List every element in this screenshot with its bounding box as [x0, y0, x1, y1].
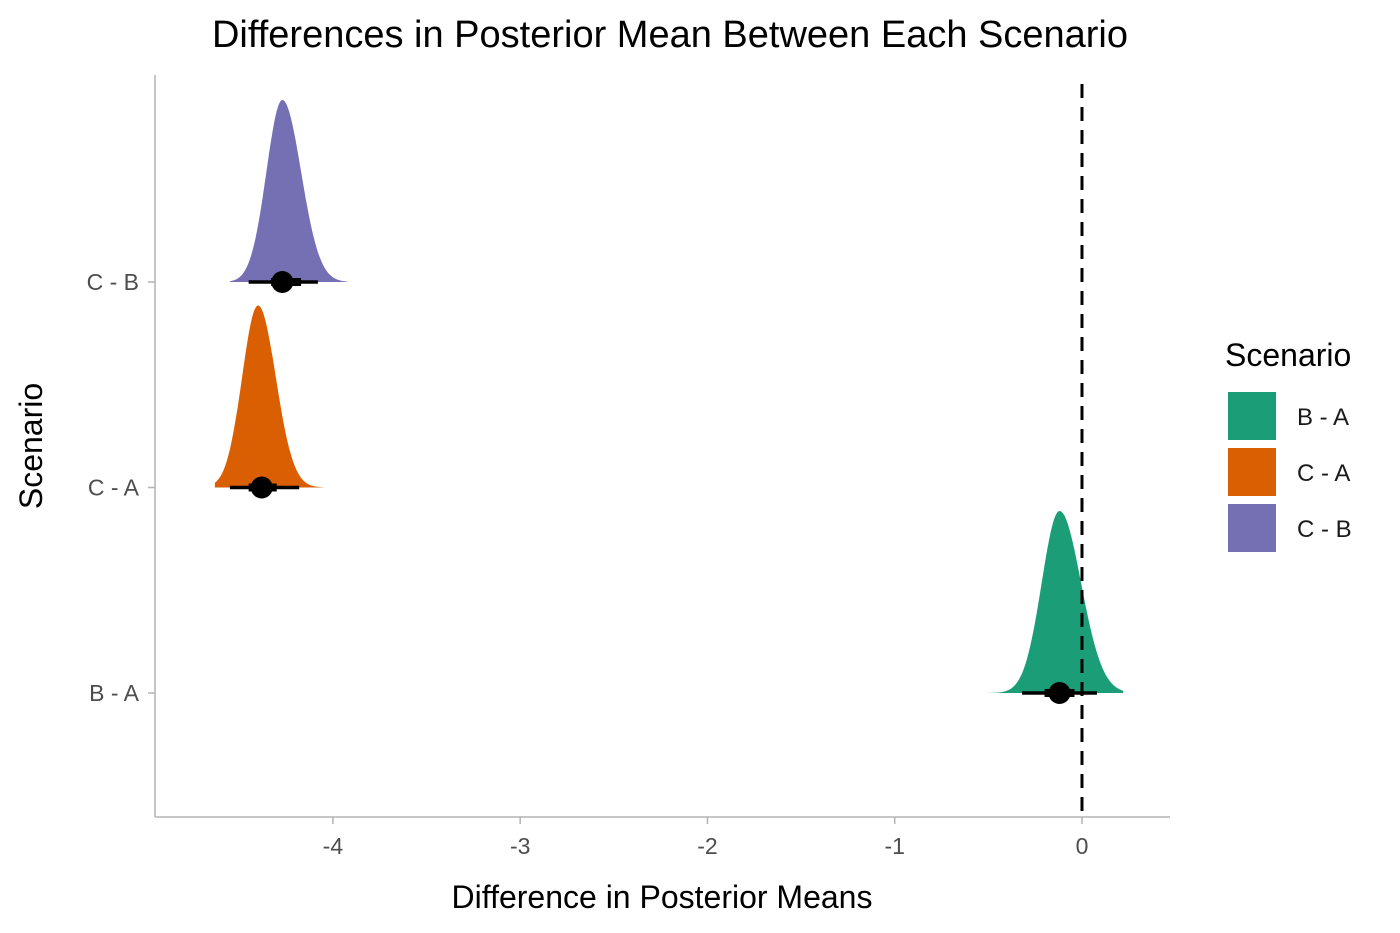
x-tick-label: -2 — [697, 833, 717, 859]
y-tick-label: B - A — [89, 680, 140, 706]
chart-title: Differences in Posterior Mean Between Ea… — [212, 14, 1128, 56]
density-c-a — [214, 305, 324, 488]
legend-title: Scenario — [1225, 337, 1351, 373]
x-axis-title: Difference in Posterior Means — [452, 879, 873, 915]
density-layer — [214, 100, 1124, 693]
y-tick-label: C - A — [88, 475, 140, 501]
density-c-b — [229, 100, 348, 282]
point-estimate-b-a — [1048, 682, 1071, 704]
point-estimate-c-b — [271, 271, 294, 293]
legend-swatch-b-a — [1228, 392, 1276, 440]
legend-items: B - A C - A C - B — [1228, 392, 1352, 552]
legend: Scenario B - A C - A C - B — [1225, 337, 1352, 552]
x-tick-label: 0 — [1076, 833, 1089, 859]
legend-label-b-a: B - A — [1297, 404, 1349, 431]
plot-area: -4 -3 -2 -1 0 B - A C - A C - B — [87, 75, 1170, 859]
legend-swatch-c-b — [1228, 504, 1276, 552]
x-tick-label: -4 — [323, 833, 344, 859]
y-tick-label: C - B — [87, 269, 139, 295]
y-axis-title: Scenario — [13, 383, 49, 509]
x-tick-label: -3 — [510, 833, 530, 859]
x-tick-label: -1 — [884, 833, 904, 859]
legend-label-c-a: C - A — [1297, 460, 1350, 487]
x-axis-ticks: -4 -3 -2 -1 0 — [323, 817, 1089, 859]
legend-label-c-b: C - B — [1297, 516, 1352, 543]
legend-swatch-c-a — [1228, 448, 1276, 496]
interval-layer — [229, 271, 1097, 704]
y-axis-ticks: B - A C - A C - B — [87, 269, 155, 706]
point-estimate-c-a — [250, 476, 273, 499]
density-b-a — [988, 511, 1124, 693]
